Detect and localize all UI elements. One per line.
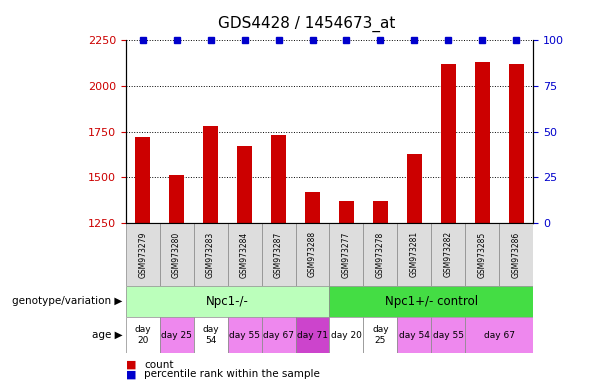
Text: day
25: day 25: [372, 325, 389, 345]
Text: GSM973283: GSM973283: [206, 231, 215, 278]
Text: percentile rank within the sample: percentile rank within the sample: [144, 369, 320, 379]
Text: GSM973280: GSM973280: [172, 231, 181, 278]
Text: age ▶: age ▶: [92, 330, 123, 340]
Text: day 54: day 54: [399, 331, 430, 339]
Text: day
20: day 20: [134, 325, 151, 345]
Bar: [262, 223, 295, 286]
Bar: [262, 317, 295, 353]
Bar: [330, 317, 364, 353]
Text: genotype/variation ▶: genotype/variation ▶: [12, 296, 123, 306]
Bar: [465, 223, 500, 286]
Text: day 67: day 67: [484, 331, 515, 339]
Bar: [295, 223, 330, 286]
Bar: [509, 64, 524, 223]
Text: day
54: day 54: [202, 325, 219, 345]
Bar: [237, 146, 252, 223]
Bar: [432, 223, 465, 286]
Text: day 71: day 71: [297, 331, 328, 339]
Bar: [364, 317, 397, 353]
Bar: [271, 135, 286, 223]
Bar: [194, 317, 227, 353]
Bar: [330, 286, 533, 317]
Text: day 20: day 20: [331, 331, 362, 339]
Text: GSM973287: GSM973287: [274, 231, 283, 278]
Text: day 25: day 25: [161, 331, 192, 339]
Bar: [159, 317, 194, 353]
Bar: [227, 223, 262, 286]
Text: GSM973285: GSM973285: [478, 231, 487, 278]
Bar: [373, 201, 388, 223]
Bar: [126, 286, 330, 317]
Bar: [169, 175, 185, 223]
Text: GSM973288: GSM973288: [308, 231, 317, 278]
Bar: [295, 317, 330, 353]
Bar: [474, 62, 490, 223]
Bar: [465, 317, 533, 353]
Bar: [126, 223, 159, 286]
Text: GSM973284: GSM973284: [240, 231, 249, 278]
Text: day 55: day 55: [229, 331, 260, 339]
Text: GSM973282: GSM973282: [444, 231, 453, 278]
Text: Npc1-/-: Npc1-/-: [206, 295, 249, 308]
Text: Npc1+/- control: Npc1+/- control: [385, 295, 478, 308]
Text: day 67: day 67: [263, 331, 294, 339]
Text: GSM973286: GSM973286: [512, 231, 521, 278]
Bar: [339, 201, 354, 223]
Bar: [159, 223, 194, 286]
Text: day 55: day 55: [433, 331, 464, 339]
Bar: [227, 317, 262, 353]
Text: count: count: [144, 360, 173, 370]
Bar: [305, 192, 320, 223]
Bar: [500, 223, 533, 286]
Bar: [194, 223, 227, 286]
Bar: [397, 317, 432, 353]
Bar: [441, 64, 456, 223]
Bar: [407, 154, 422, 223]
Bar: [364, 223, 397, 286]
Text: ■: ■: [126, 360, 136, 370]
Bar: [203, 126, 218, 223]
Bar: [330, 223, 364, 286]
Text: GSM973278: GSM973278: [376, 231, 385, 278]
Text: GDS4428 / 1454673_at: GDS4428 / 1454673_at: [218, 15, 395, 31]
Bar: [432, 317, 465, 353]
Text: GSM973279: GSM973279: [138, 231, 147, 278]
Bar: [397, 223, 432, 286]
Text: ■: ■: [126, 369, 136, 379]
Bar: [135, 137, 150, 223]
Text: GSM973281: GSM973281: [410, 231, 419, 278]
Bar: [126, 317, 159, 353]
Text: GSM973277: GSM973277: [342, 231, 351, 278]
